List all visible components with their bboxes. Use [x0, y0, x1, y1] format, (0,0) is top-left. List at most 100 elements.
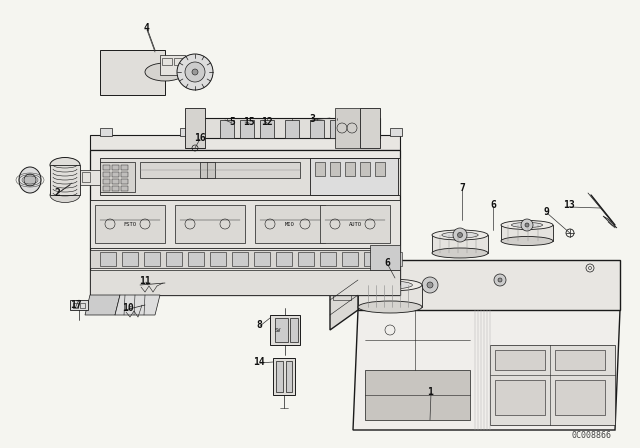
Circle shape [185, 62, 205, 82]
Bar [360, 162, 370, 176]
Circle shape [494, 274, 506, 286]
Ellipse shape [50, 158, 80, 172]
Bar [333, 288, 351, 300]
Text: 6: 6 [384, 258, 390, 268]
Circle shape [453, 228, 467, 242]
Text: 8: 8 [256, 320, 262, 330]
Bar [555, 350, 605, 370]
Text: 4: 4 [144, 23, 150, 33]
Polygon shape [330, 260, 358, 330]
Bar [276, 252, 292, 266]
Polygon shape [90, 200, 400, 248]
Bar [495, 350, 545, 370]
Bar [342, 252, 358, 266]
Text: 11: 11 [139, 276, 151, 286]
Ellipse shape [511, 223, 543, 228]
Bar [375, 162, 385, 176]
Bar [112, 179, 119, 184]
Ellipse shape [501, 237, 553, 246]
Ellipse shape [358, 279, 422, 291]
Polygon shape [370, 245, 400, 270]
Ellipse shape [501, 220, 553, 229]
Bar [330, 162, 340, 176]
Polygon shape [240, 120, 254, 138]
Polygon shape [490, 345, 615, 425]
Polygon shape [85, 295, 120, 315]
Bar [174, 58, 182, 65]
Polygon shape [335, 108, 360, 148]
Ellipse shape [358, 301, 422, 313]
Polygon shape [80, 170, 100, 185]
Ellipse shape [145, 63, 185, 81]
Bar [103, 186, 110, 191]
Ellipse shape [432, 248, 488, 258]
Polygon shape [273, 358, 295, 395]
Polygon shape [432, 235, 488, 253]
Text: MIO: MIO [285, 221, 295, 227]
Polygon shape [90, 270, 400, 295]
Circle shape [498, 278, 502, 282]
Text: 0C008866: 0C008866 [572, 431, 612, 439]
Polygon shape [286, 361, 292, 392]
Bar [121, 186, 128, 191]
Circle shape [177, 54, 213, 90]
Bar [103, 179, 110, 184]
Polygon shape [115, 295, 160, 315]
Polygon shape [140, 162, 300, 178]
Polygon shape [90, 150, 400, 295]
Polygon shape [200, 162, 215, 178]
Text: 1: 1 [427, 387, 433, 397]
Polygon shape [310, 120, 324, 138]
Circle shape [387, 282, 393, 288]
Bar [100, 252, 116, 266]
Polygon shape [90, 250, 400, 268]
Polygon shape [275, 318, 288, 342]
Polygon shape [195, 118, 380, 138]
Ellipse shape [19, 167, 41, 193]
Polygon shape [603, 216, 617, 228]
Polygon shape [100, 50, 165, 95]
Ellipse shape [50, 188, 80, 202]
Text: 2: 2 [54, 188, 60, 198]
Bar [232, 252, 248, 266]
Text: 15: 15 [243, 117, 255, 127]
Text: 6: 6 [490, 200, 496, 210]
Bar [298, 252, 314, 266]
Bar [254, 252, 270, 266]
Polygon shape [276, 361, 283, 392]
Polygon shape [160, 55, 185, 75]
Polygon shape [340, 128, 352, 136]
Bar [112, 172, 119, 177]
Ellipse shape [367, 281, 412, 289]
Bar [121, 165, 128, 170]
Polygon shape [285, 120, 299, 138]
Bar [122, 252, 138, 266]
Bar [166, 252, 182, 266]
Polygon shape [358, 260, 620, 310]
Bar [144, 252, 160, 266]
Bar [162, 58, 172, 65]
Polygon shape [358, 285, 422, 307]
Text: AUTO: AUTO [349, 221, 362, 227]
Bar [364, 252, 380, 266]
Bar [555, 380, 605, 415]
Text: 14: 14 [253, 357, 265, 367]
Polygon shape [260, 120, 274, 138]
Text: 9: 9 [543, 207, 549, 217]
Polygon shape [330, 120, 344, 138]
Polygon shape [185, 108, 205, 148]
Ellipse shape [442, 232, 478, 238]
Circle shape [427, 282, 433, 288]
Bar [70, 300, 88, 310]
Bar [80, 303, 85, 308]
Circle shape [525, 223, 529, 227]
Bar [188, 252, 204, 266]
Bar [82, 172, 90, 182]
Polygon shape [175, 205, 245, 243]
Bar [73, 303, 78, 308]
Polygon shape [290, 318, 298, 342]
Polygon shape [270, 315, 300, 345]
Polygon shape [90, 135, 400, 150]
Ellipse shape [432, 230, 488, 240]
Bar [103, 172, 110, 177]
